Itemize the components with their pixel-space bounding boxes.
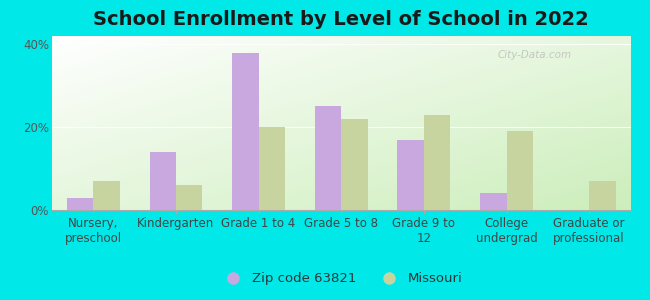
Legend: Zip code 63821, Missouri: Zip code 63821, Missouri (215, 267, 467, 290)
Bar (232, 52, 259, 210)
Bar (259, 127, 285, 210)
Title: School Enrollment by Level of School in 2022: School Enrollment by Level of School in … (94, 10, 589, 29)
Bar (341, 119, 368, 210)
Bar (150, 152, 176, 210)
Bar (94, 181, 120, 210)
Bar (176, 185, 202, 210)
Text: City-Data.com: City-Data.com (497, 50, 571, 60)
Bar (424, 115, 450, 210)
Bar (589, 181, 616, 210)
Bar (67, 198, 94, 210)
Bar (315, 106, 341, 210)
Bar (480, 194, 506, 210)
Bar (506, 131, 533, 210)
Bar (397, 140, 424, 210)
